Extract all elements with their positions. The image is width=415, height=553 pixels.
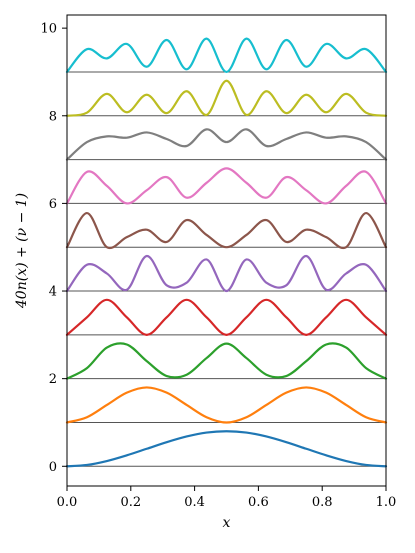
series-line-1	[65, 386, 388, 424]
series-line-2	[65, 342, 388, 380]
x-tick-label-1: 0.2	[120, 495, 141, 510]
series-line-9	[65, 37, 388, 74]
y-tick-label-3: 6	[49, 197, 57, 212]
series-line-5	[65, 211, 388, 250]
series-line-6	[65, 167, 388, 205]
series-line-8	[65, 79, 388, 117]
y-axis-label: 40n(x) + (ν − 1)	[14, 193, 30, 309]
x-tick-label-0: 0.0	[57, 495, 78, 510]
baselines	[67, 71, 386, 467]
y-tick-label-4: 8	[49, 109, 57, 124]
x-axis-ticks: 0.0 0.2 0.4 0.6 0.8 1.0	[57, 486, 397, 510]
series-line-4	[65, 254, 388, 293]
y-tick-label-0: 0	[49, 460, 57, 475]
y-tick-label-1: 2	[49, 372, 57, 387]
x-tick-label-3: 0.6	[248, 495, 269, 510]
series-line-3	[65, 298, 388, 336]
plot-frame	[66, 14, 387, 487]
x-axis-label: x	[223, 515, 231, 531]
series-line-7	[65, 128, 388, 161]
y-tick-label-5: 10	[40, 22, 57, 37]
x-tick-label-4: 0.8	[312, 495, 333, 510]
series-group	[65, 37, 388, 468]
x-tick-label-2: 0.4	[184, 495, 205, 510]
y-tick-label-2: 4	[49, 285, 57, 300]
y-axis-ticks: 0 2 4 6 8 10	[40, 22, 67, 475]
x-tick-label-5: 1.0	[376, 495, 397, 510]
series-line-0	[65, 430, 388, 468]
